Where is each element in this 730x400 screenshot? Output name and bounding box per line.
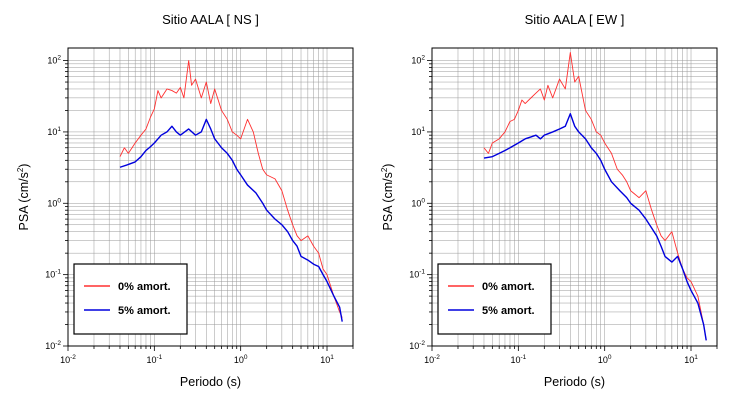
legend: 0% amort. 5% amort.	[73, 263, 188, 335]
x-axis-label: Periodo (s)	[544, 375, 605, 389]
legend-label: 5% amort.	[118, 305, 171, 317]
x-tick-label: 100	[234, 354, 248, 365]
legend-label: 5% amort.	[482, 305, 535, 317]
legend: 0% amort. 5% amort.	[437, 263, 552, 335]
y-tick-label: 101	[47, 126, 61, 137]
x-tick-label: 10-2	[424, 354, 440, 365]
y-tick-label: 100	[411, 197, 425, 208]
x-axis-label: Periodo (s)	[180, 375, 241, 389]
x-tick-label: 10-2	[60, 354, 76, 365]
y-tick-label: 102	[47, 55, 61, 66]
y-tick-label: 10-1	[45, 269, 61, 280]
grid	[67, 48, 354, 347]
series-line-amort-5	[483, 113, 707, 341]
chart-title: Sitio AALA [ EW ]	[525, 12, 625, 27]
chart-title: Sitio AALA [ NS ]	[162, 12, 259, 27]
series-line-amort-0	[483, 51, 707, 341]
series-line-amort-5	[119, 118, 343, 322]
x-tick-label: 100	[598, 354, 612, 365]
y-tick-label: 100	[47, 197, 61, 208]
y-axis-label: PSA (cm/s2)	[16, 164, 31, 231]
legend-label: 0% amort.	[482, 281, 535, 293]
series-group	[483, 51, 707, 341]
x-tick-label: 101	[320, 354, 334, 365]
legend-label: 0% amort.	[118, 281, 171, 293]
x-tick-label: 10-1	[146, 354, 162, 365]
chart-panel-1: 10-2 10-1 100 101 10-2 10-1 100 101 102 0% amort.…	[380, 12, 718, 389]
legend-box	[73, 263, 188, 335]
plot-frame	[431, 47, 718, 347]
y-tick-label: 10-1	[409, 269, 425, 280]
ticks: 10-2 10-1 100 101 10-2 10-1 100 101 102	[45, 55, 354, 365]
y-axis-label: PSA (cm/s2)	[380, 164, 395, 231]
y-tick-label: 10-2	[409, 340, 425, 351]
x-tick-label: 101	[684, 354, 698, 365]
legend-box	[437, 263, 552, 335]
series-line-amort-0	[119, 60, 343, 318]
y-tick-label: 101	[411, 126, 425, 137]
chart-panel-0: 10-2 10-1 100 101 10-2 10-1 100 101 102 0% amort.…	[16, 12, 354, 389]
x-tick-label: 10-1	[510, 354, 526, 365]
plot-frame	[67, 47, 354, 347]
y-tick-label: 10-2	[45, 340, 61, 351]
y-tick-label: 102	[411, 55, 425, 66]
series-group	[119, 60, 343, 322]
